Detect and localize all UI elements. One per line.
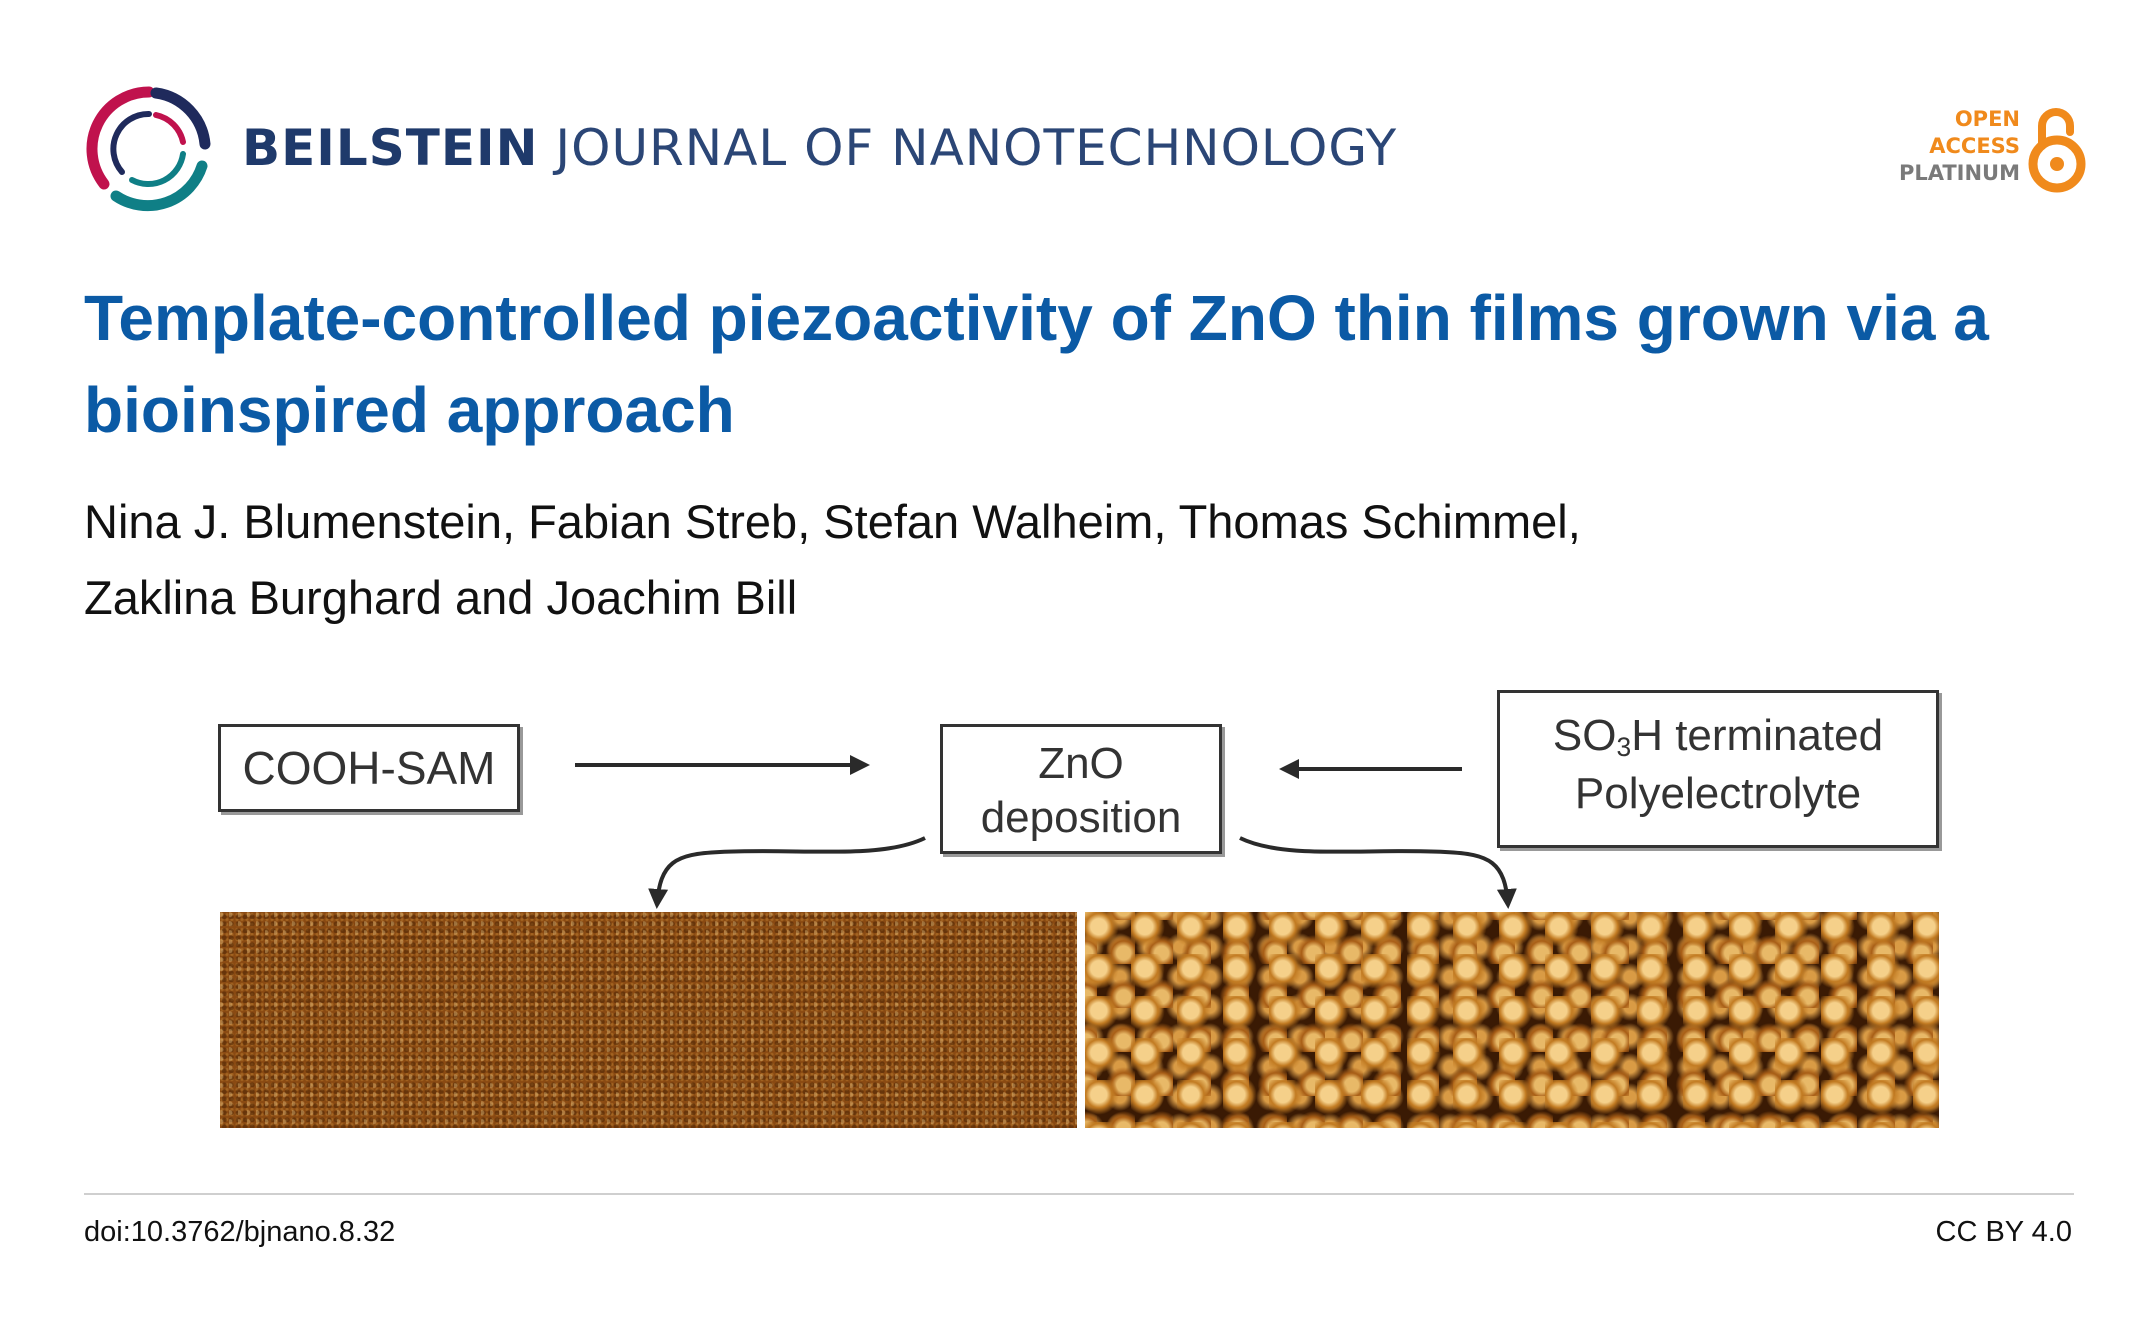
license-text: CC BY 4.0 — [1935, 1216, 2072, 1248]
zno-label: ZnO — [1038, 739, 1124, 788]
journal-logo — [84, 84, 214, 214]
journal-name: BEILSTEIN JOURNAL OF NANOTECHNOLOGY — [242, 118, 1397, 178]
deposition-label: deposition — [980, 793, 1182, 842]
article-title: Template-controlled piezoactivity of ZnO… — [84, 282, 1989, 446]
afm-image-granular-film — [1085, 912, 1939, 1128]
afm-image-smooth-film — [220, 912, 1077, 1128]
zno-deposition-box: ZnO deposition — [940, 724, 1222, 854]
author-list: Nina J. Blumenstein, Fabian Streb, Stefa… — [84, 484, 2074, 636]
arrow-center-to-left-image — [648, 836, 926, 909]
open-lock-icon — [2028, 102, 2086, 194]
doi-text: doi:10.3762/bjnano.8.32 — [84, 1216, 396, 1248]
journal-brand: BEILSTEIN — [242, 119, 539, 177]
footer-divider — [84, 1193, 2074, 1195]
journal-subtitle: JOURNAL OF NANOTECHNOLOGY — [555, 119, 1398, 177]
so3h-label: SO3H terminated — [1552, 711, 1884, 762]
polyelectrolyte-label: Polyelectrolyte — [1574, 769, 1862, 818]
so3h-polyelectrolyte-box: SO3H terminated Polyelectrolyte — [1497, 690, 1939, 848]
badge-access: ACCESS — [1929, 134, 2020, 158]
authors-line-2: Zaklina Burghard and Joachim Bill — [84, 571, 798, 624]
arrow-center-to-right-image — [1239, 836, 1517, 909]
cooh-sam-box: COOH-SAM — [218, 724, 520, 812]
badge-open: OPEN — [1954, 107, 2020, 131]
authors-line-1: Nina J. Blumenstein, Fabian Streb, Stefa… — [84, 495, 1581, 548]
open-access-badge: OPEN ACCESS PLATINUM — [1886, 102, 2086, 194]
badge-platinum: PLATINUM — [1898, 161, 2020, 185]
